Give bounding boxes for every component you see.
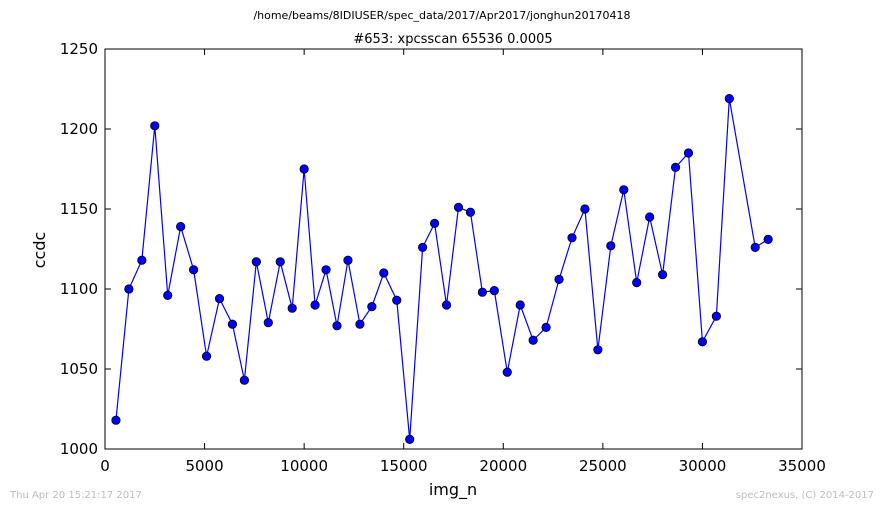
data-point xyxy=(379,268,389,278)
data-point xyxy=(367,301,377,312)
data-point xyxy=(214,293,225,304)
x-axis-label: img_n xyxy=(429,480,477,500)
y-axis-ticks: 1000 1050 1100 1150 1200 1250 xyxy=(60,40,802,458)
data-point xyxy=(750,242,760,252)
data-point xyxy=(528,335,538,345)
data-point xyxy=(489,285,499,296)
data-point xyxy=(441,300,452,310)
data-point xyxy=(593,345,603,355)
y-tick-label: 1050 xyxy=(60,360,98,378)
data-point xyxy=(189,265,199,275)
data-point xyxy=(657,269,668,280)
data-point xyxy=(310,300,320,310)
data-point xyxy=(405,434,415,444)
data-point xyxy=(619,185,629,195)
footer-credit: spec2nexus, (C) 2014-2017 xyxy=(736,490,874,501)
data-point xyxy=(251,257,261,267)
data-point xyxy=(606,241,616,251)
y-tick-label: 1100 xyxy=(60,280,98,298)
x-axis-ticks: 0 5000 10000 15000 20000 25000 30000 35000 xyxy=(100,49,826,475)
x-tick-label: 5000 xyxy=(185,457,223,475)
data-point xyxy=(453,202,464,212)
data-point xyxy=(321,265,331,275)
data-point xyxy=(645,212,655,222)
data-point xyxy=(515,300,525,310)
data-point xyxy=(287,303,297,313)
data-point xyxy=(227,319,238,329)
data-point xyxy=(554,274,564,284)
y-tick-label: 1200 xyxy=(60,120,98,138)
data-point xyxy=(263,317,273,328)
series-line xyxy=(115,98,769,440)
data-point xyxy=(355,319,365,329)
x-tick-label: 15000 xyxy=(380,457,428,475)
x-tick-label: 35000 xyxy=(778,457,826,475)
data-point xyxy=(763,234,773,244)
y-tick-label: 1150 xyxy=(60,200,98,218)
data-point xyxy=(477,287,487,297)
data-point xyxy=(567,233,577,243)
data-point xyxy=(670,162,681,172)
data-point xyxy=(299,164,309,174)
data-point xyxy=(275,257,285,267)
data-point xyxy=(418,242,428,252)
data-point xyxy=(150,121,160,131)
data-point xyxy=(541,322,551,332)
data-point xyxy=(429,218,440,228)
data-series xyxy=(111,94,773,444)
x-tick-label: 10000 xyxy=(280,457,328,475)
data-point xyxy=(111,415,121,425)
y-axis-label: ccdc xyxy=(30,232,49,269)
data-point xyxy=(683,148,694,158)
data-point xyxy=(176,222,186,232)
y-tick-label: 1250 xyxy=(60,40,98,58)
data-point xyxy=(502,367,512,377)
x-tick-label: 20000 xyxy=(479,457,527,475)
data-point xyxy=(163,290,173,300)
data-point xyxy=(711,311,721,321)
y-tick-label: 1000 xyxy=(60,440,98,458)
data-point xyxy=(632,277,642,288)
data-point xyxy=(724,94,734,104)
data-point xyxy=(201,351,212,361)
data-point xyxy=(697,337,708,347)
data-point xyxy=(332,321,342,331)
data-point xyxy=(465,207,476,217)
x-tick-label: 0 xyxy=(100,457,110,475)
chart-title: #653: xpcsscan 65536 0.0005 xyxy=(353,32,552,47)
data-point xyxy=(239,375,249,385)
data-point xyxy=(392,295,402,305)
footer-timestamp: Thu Apr 20 15:21:17 2017 xyxy=(9,490,142,501)
x-tick-label: 25000 xyxy=(579,457,627,475)
data-point xyxy=(137,255,147,265)
data-point xyxy=(343,255,353,265)
file-path-title: /home/beams/8IDIUSER/spec_data/2017/Apr2… xyxy=(253,9,630,22)
x-tick-label: 30000 xyxy=(679,457,727,475)
data-point xyxy=(580,204,590,214)
data-point xyxy=(124,284,134,294)
